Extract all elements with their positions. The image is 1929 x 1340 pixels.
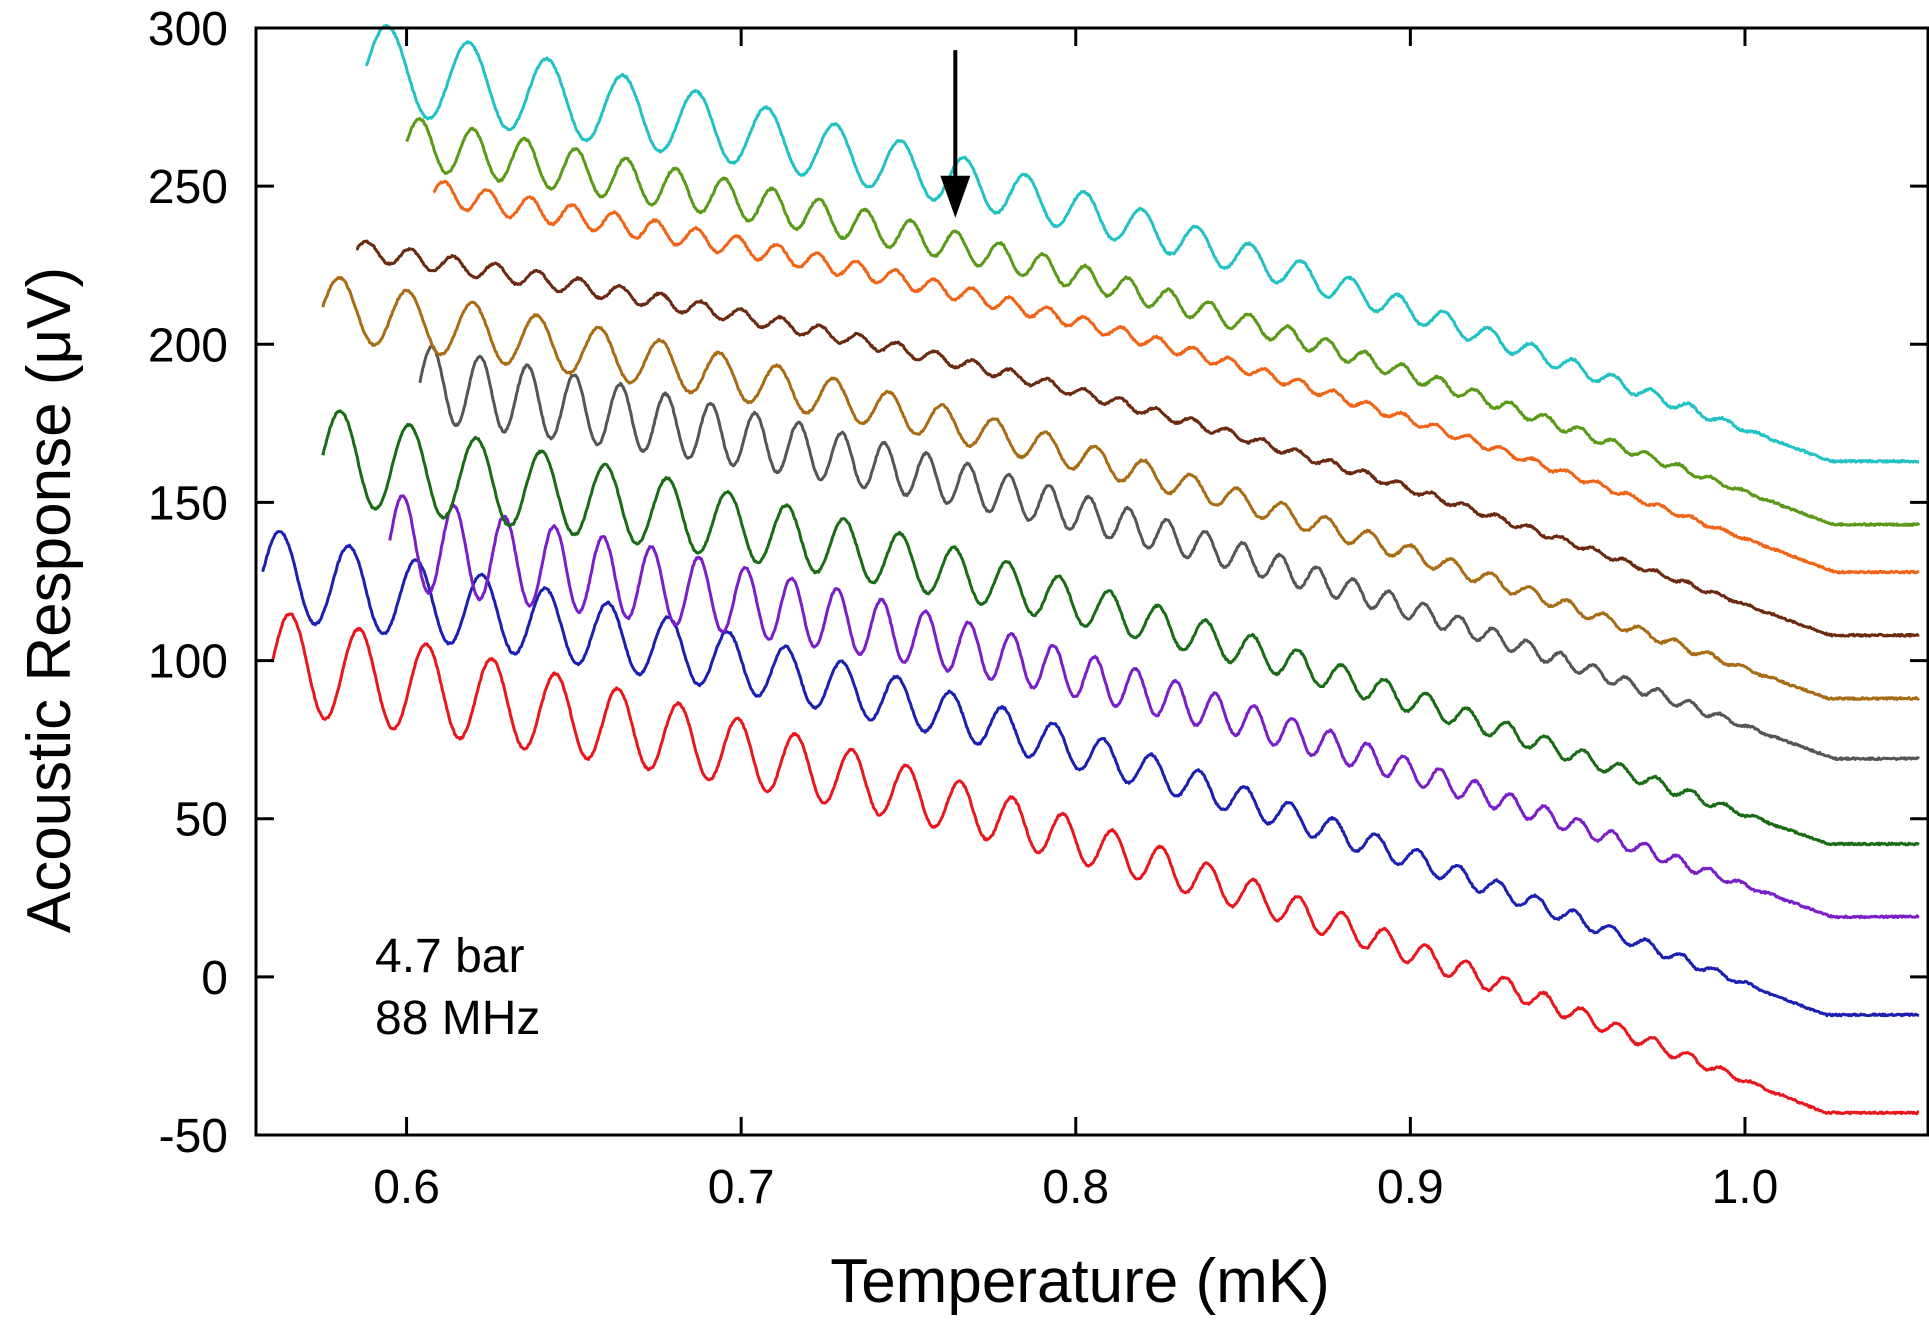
y-tick-label: -50 bbox=[159, 1110, 228, 1163]
axes-layer: 0.6 0.7 0.8 0.9 1.0 -50 0 50 100 150 200 250 300 bbox=[148, 3, 1929, 1214]
series-line-trace-6 bbox=[321, 276, 1921, 701]
y-tick-label: 0 bbox=[201, 952, 228, 1005]
y-axis-title: Acoustic Response (μV) bbox=[15, 267, 84, 933]
series-line-trace-3 bbox=[388, 494, 1920, 920]
x-tick-label: 0.6 bbox=[373, 1161, 440, 1214]
series-line-trace-7 bbox=[355, 239, 1920, 638]
x-axis-title: Temperature (mK) bbox=[830, 1247, 1330, 1316]
series-line-trace-9 bbox=[405, 117, 1921, 527]
series-line-trace-8 bbox=[432, 179, 1920, 575]
series-line-trace-5 bbox=[418, 344, 1921, 762]
arrow-head bbox=[940, 175, 971, 218]
y-tick-label: 100 bbox=[148, 636, 228, 689]
x-tick-label: 1.0 bbox=[1712, 1161, 1779, 1214]
x-tick-label: 0.8 bbox=[1042, 1161, 1109, 1214]
arrow-layer bbox=[940, 50, 971, 218]
series-line-trace-2 bbox=[261, 530, 1920, 1018]
annotation-frequency: 88 MHz bbox=[375, 992, 540, 1045]
y-tick-label: 300 bbox=[148, 3, 228, 56]
annotation-pressure: 4.7 bar bbox=[375, 930, 524, 983]
x-tick-label: 0.7 bbox=[708, 1161, 775, 1214]
y-tick-label: 200 bbox=[148, 319, 228, 372]
y-tick-label: 150 bbox=[148, 477, 228, 530]
series-line-trace-10 bbox=[364, 23, 1920, 464]
x-tick-label: 0.9 bbox=[1377, 1161, 1444, 1214]
y-tick-label: 50 bbox=[175, 794, 228, 847]
plot-frame bbox=[254, 26, 1929, 1137]
series-layer bbox=[261, 23, 1921, 1116]
y-tick-label: 250 bbox=[148, 161, 228, 214]
series-line-trace-4 bbox=[321, 409, 1920, 847]
series-line-trace-1 bbox=[271, 612, 1920, 1116]
